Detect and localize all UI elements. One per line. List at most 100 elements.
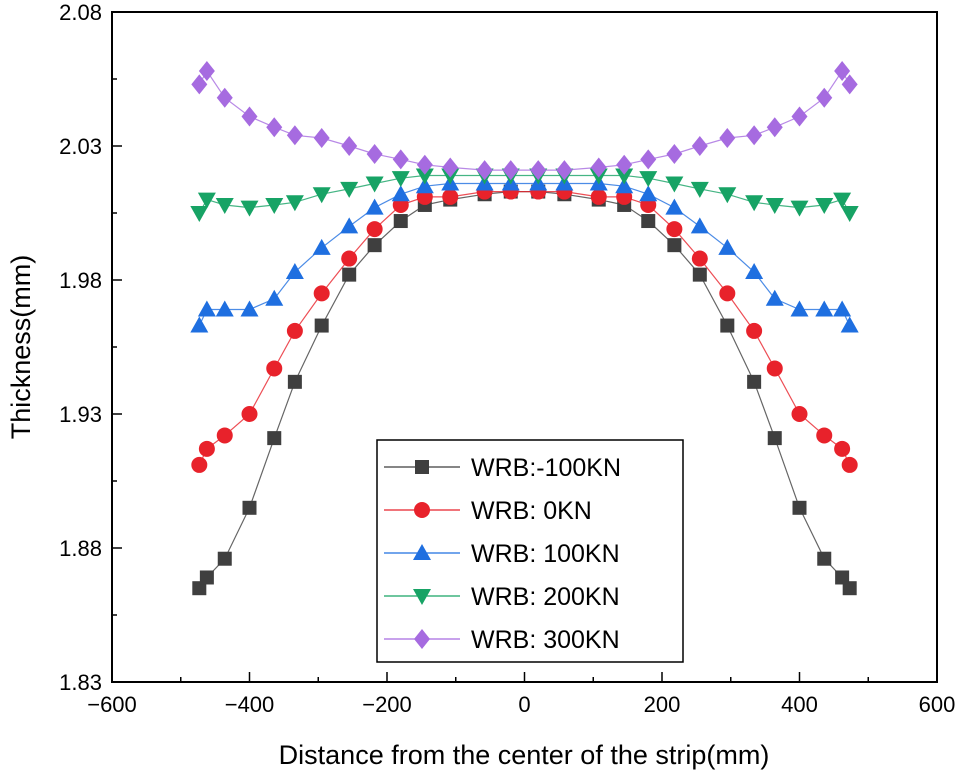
legend-label: WRB: 100KN — [471, 540, 620, 568]
x-tick-label: 400 — [781, 692, 818, 717]
data-point — [815, 197, 834, 214]
data-point — [192, 581, 207, 596]
data-point — [530, 160, 547, 181]
data-point — [840, 206, 859, 222]
data-point — [667, 238, 682, 253]
data-point — [665, 198, 684, 215]
data-point — [691, 250, 708, 267]
series-wrb-200kn — [190, 168, 859, 222]
data-point — [834, 440, 851, 457]
data-point — [791, 406, 808, 422]
data-point — [340, 217, 359, 234]
data-point — [841, 456, 858, 473]
data-point — [616, 154, 633, 175]
data-point — [841, 74, 858, 95]
data-point — [366, 221, 383, 238]
data-point — [791, 106, 808, 127]
data-point — [719, 127, 736, 148]
data-point — [747, 374, 762, 389]
data-point — [718, 238, 737, 255]
x-tick-label: −400 — [225, 692, 275, 717]
data-point — [816, 427, 833, 444]
x-axis-title: Distance from the center of the strip(mm… — [279, 740, 770, 770]
data-point — [666, 144, 683, 165]
data-point — [615, 168, 634, 185]
data-point — [765, 289, 784, 306]
data-point — [312, 238, 331, 255]
data-point — [815, 300, 834, 317]
data-point — [215, 197, 234, 214]
data-point — [197, 192, 216, 209]
data-point — [842, 581, 857, 596]
data-point — [314, 318, 329, 333]
data-point — [285, 262, 304, 279]
data-point — [442, 188, 459, 205]
data-point — [392, 149, 409, 170]
data-point — [720, 318, 735, 333]
y-tick-label: 2.08 — [59, 0, 102, 25]
data-point — [790, 300, 809, 317]
data-point — [766, 117, 783, 138]
data-point — [217, 551, 232, 566]
data-point — [834, 60, 851, 81]
data-point — [615, 177, 634, 194]
legend-marker — [413, 589, 431, 605]
data-point — [342, 267, 357, 282]
data-point — [746, 322, 763, 339]
legend-marker — [413, 544, 431, 560]
data-point — [365, 176, 384, 193]
x-tick-label: −600 — [87, 692, 137, 717]
series-wrb-100kn — [190, 174, 859, 333]
data-point — [391, 185, 410, 202]
x-tick-label: 600 — [919, 692, 956, 717]
data-point — [416, 154, 433, 175]
data-point — [191, 456, 208, 473]
data-point — [197, 300, 216, 317]
data-point — [690, 217, 709, 234]
legend: WRB:-100KN WRB: 0KN WRB: 100KN WRB: 200KN WR… — [376, 439, 684, 663]
y-axis-title: Thickness(mm) — [6, 255, 36, 440]
data-point — [816, 87, 833, 108]
x-tick-label: 0 — [518, 692, 530, 717]
data-point — [285, 195, 304, 212]
data-point — [665, 176, 684, 193]
data-point — [833, 300, 852, 317]
data-point — [391, 171, 410, 188]
data-point — [242, 500, 257, 515]
data-point — [502, 160, 519, 181]
legend-marker — [415, 460, 429, 474]
y-tick-label: 1.93 — [59, 402, 102, 427]
data-point — [265, 197, 284, 214]
y-tick-label: 2.03 — [59, 134, 102, 159]
data-point — [241, 106, 258, 127]
data-point — [198, 60, 215, 81]
data-point — [393, 214, 408, 229]
data-point — [190, 316, 209, 333]
data-point — [766, 360, 783, 377]
data-point — [415, 168, 434, 185]
legend-label: WRB:-100KN — [471, 454, 621, 482]
data-point — [692, 267, 707, 282]
data-point — [590, 157, 607, 178]
data-point — [641, 214, 656, 229]
data-point — [341, 136, 358, 156]
data-point — [341, 250, 358, 267]
data-point — [286, 322, 303, 339]
data-point — [366, 144, 383, 165]
legend-marker — [414, 629, 430, 649]
data-point — [240, 200, 259, 217]
series-wrb-0kn — [191, 183, 858, 473]
data-point — [265, 289, 284, 306]
data-point — [718, 187, 737, 204]
data-point — [365, 198, 384, 215]
x-axis-ticks: −600 −400 −200 0 200 400 600 — [87, 672, 955, 717]
legend-box — [376, 439, 684, 663]
data-point — [765, 197, 784, 214]
data-point — [215, 300, 234, 317]
data-point — [790, 200, 809, 217]
data-point — [833, 192, 852, 209]
data-point — [367, 238, 382, 253]
data-point — [216, 87, 233, 108]
x-tick-label: 200 — [644, 692, 681, 717]
